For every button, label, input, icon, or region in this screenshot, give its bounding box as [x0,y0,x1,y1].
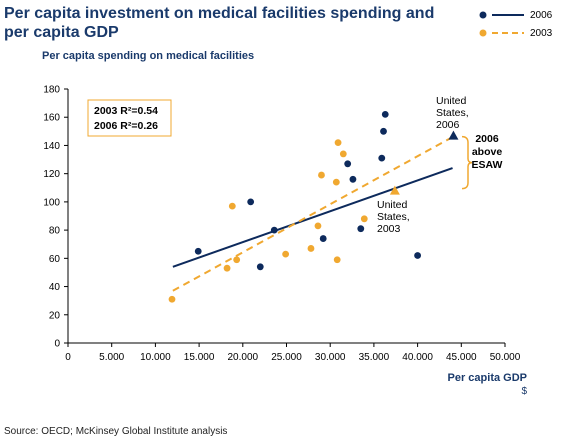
point-2006 [349,175,357,183]
point-2006 [256,263,264,271]
point-2003 [282,250,290,258]
chart-title: Per capita investment on medical facilit… [4,5,435,41]
annotation-above-esaw: above [472,146,503,158]
trend-line-2003 [172,136,454,292]
point-united-states-2003 [389,185,400,195]
point-2003 [233,256,241,264]
x-tick-label: 30.000 [315,352,346,363]
point-2003 [334,139,342,147]
r2-line: 2003 R²=0.54 [94,105,158,117]
annotation-us-2006: 2006 [436,119,460,131]
brace-gap [461,135,473,190]
trend-line-2006 [172,167,453,268]
y-tick-label: 20 [49,310,61,321]
legend: 2006 2003 [478,6,552,42]
point-2003 [223,264,231,272]
y-tick-label: 80 [49,226,61,237]
x-axis-unit: $ [521,386,527,397]
point-2003 [168,295,176,303]
annotation-us-2006: United [436,95,467,107]
x-tick-label: 35.000 [359,352,390,363]
legend-swatch-2006 [479,11,524,19]
point-2003 [339,150,347,158]
y-axis-title: Per capita spending on medical facilitie… [42,50,255,62]
y-tick-label: 40 [49,282,61,293]
point-2006 [194,247,202,255]
point-2006 [414,252,421,259]
legend-swatch-2003 [479,29,524,37]
point-2003 [307,245,315,252]
y-tick-label: 60 [49,254,61,265]
point-2003 [332,178,340,186]
y-tick-label: 0 [54,339,60,350]
x-tick-label: 25.000 [271,352,302,363]
y-tick-label: 180 [43,85,60,96]
point-2003 [318,171,325,179]
annotation-us-2006: States, [436,107,469,119]
point-2006 [357,225,365,233]
x-tick-label: 45.000 [446,352,477,363]
point-2006 [247,198,255,206]
point-united-states-2006 [448,130,459,140]
point-2006 [378,154,386,162]
annotation-above-esaw: ESAW [472,159,503,171]
point-2006 [381,111,389,118]
x-tick-label: 20.000 [228,352,259,363]
point-2006 [319,235,327,242]
x-tick-label: 40.000 [402,352,433,363]
x-tick-label: 5.000 [99,352,124,363]
point-2006 [380,127,387,135]
annotation-us-2003: United [377,199,408,211]
point-2003 [228,202,236,210]
source-note: Source: OECD; McKinsey Global Institute … [4,426,228,437]
legend-item-2006: 2006 [478,6,552,24]
annotation-us-2003: States, [377,211,410,223]
legend-label-2006: 2006 [530,9,553,21]
y-tick-label: 120 [43,169,60,180]
annotation-us-2003: 2003 [377,223,401,235]
y-tick-label: 140 [43,141,60,152]
r2-box: 2003 R²=0.54 2006 R²=0.26 [87,99,172,137]
y-tick-label: 100 [43,197,60,208]
annotation-above-esaw: 2006 [475,133,499,145]
r2-line: 2006 R²=0.26 [94,120,158,132]
legend-label-2003: 2003 [530,27,553,39]
x-tick-label: 50.000 [490,352,521,363]
x-tick-label: 15.000 [184,352,215,363]
y-tick-label: 160 [43,113,60,124]
x-tick-label: 0 [65,352,71,363]
point-2006 [344,160,352,168]
point-2003 [314,222,322,230]
x-axis-title: Per capita GDP [448,372,527,384]
point-2003 [333,256,341,264]
point-2006 [270,226,278,234]
x-tick-label: 10.000 [140,352,171,363]
legend-item-2003: 2003 [478,24,552,42]
point-2003 [360,215,368,223]
